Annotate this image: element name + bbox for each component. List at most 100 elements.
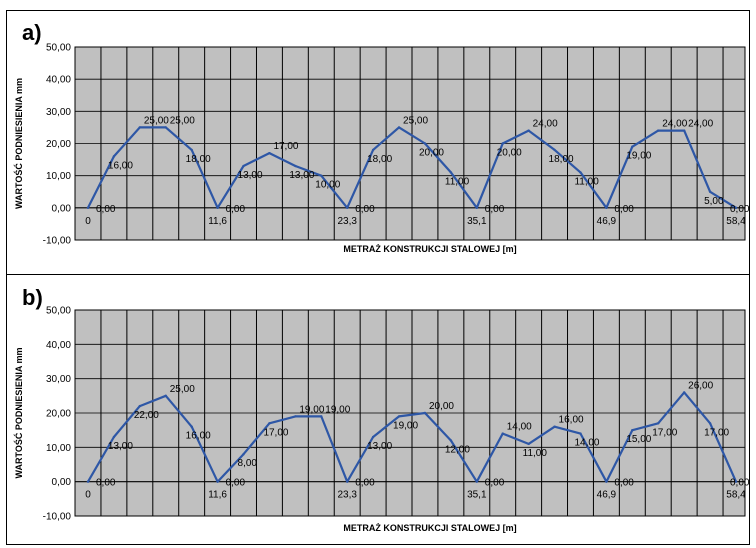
data-label: 25,00: [403, 115, 428, 126]
data-point: [501, 142, 504, 145]
data-label: 14,00: [574, 438, 599, 449]
data-point: [164, 394, 167, 398]
data-point: [86, 480, 90, 483]
data-point: [371, 435, 375, 439]
y-tick-label: 40,00: [46, 75, 71, 86]
data-label: 15,00: [626, 434, 651, 445]
data-point: [190, 148, 193, 152]
data-point: [294, 164, 297, 168]
data-label: 0,00: [730, 478, 750, 489]
data-point: [579, 171, 582, 174]
data-point: [579, 432, 582, 435]
data-label: 16,00: [186, 431, 211, 442]
x-tick-label: 46,9: [597, 216, 617, 227]
data-point: [268, 151, 271, 155]
data-label: 19,00: [325, 404, 350, 415]
panel-b: -10,000,0010,0020,0030,0040,0050,000,001…: [13, 285, 750, 533]
x-tick-label: 23,3: [337, 490, 357, 501]
data-label: 0,00: [96, 204, 116, 215]
panel-b-frame: [6, 274, 750, 545]
data-label: 10,00: [315, 180, 340, 191]
data-label: 17,00: [263, 427, 288, 438]
data-point: [397, 126, 401, 129]
x-axis-label: METRAŻ KONSTRUKCJI STALOWEJ [m]: [343, 523, 516, 533]
data-point: [605, 206, 608, 210]
y-tick-label: 50,00: [46, 306, 71, 317]
data-label: 18,00: [549, 154, 574, 165]
data-label: 11,00: [445, 176, 470, 187]
data-point: [553, 148, 556, 152]
data-point: [553, 425, 556, 428]
data-point: [112, 155, 116, 158]
y-axis-label: WARTOŚĆ PODNIESIENIA mm: [13, 347, 24, 478]
data-point: [734, 206, 738, 210]
data-point: [397, 415, 401, 418]
y-tick-label: 50,00: [46, 43, 71, 54]
data-label: 13,00: [108, 441, 133, 452]
data-point: [657, 422, 660, 425]
y-tick-label: 40,00: [46, 340, 71, 351]
data-label: 11,00: [574, 176, 599, 187]
y-tick-label: 30,00: [46, 374, 71, 385]
data-label: 0,00: [485, 478, 505, 489]
data-label: 24,00: [533, 119, 558, 130]
data-point: [449, 439, 453, 442]
data-point: [320, 415, 323, 418]
data-point: [423, 142, 427, 145]
data-label: 14,00: [507, 422, 532, 433]
data-label: 0,00: [614, 478, 634, 489]
data-point: [682, 129, 686, 132]
y-axis-label: WARTOŚĆ PODNIESIENIA mm: [13, 78, 24, 209]
data-label: 22,00: [134, 410, 159, 421]
data-label: 0,00: [730, 204, 750, 215]
data-label: 17,00: [273, 141, 298, 152]
data-point: [682, 391, 686, 394]
y-tick-label: 30,00: [46, 107, 71, 118]
data-point: [475, 206, 478, 210]
panel-label: a): [22, 20, 42, 45]
data-label: 0,00: [226, 204, 246, 215]
data-point: [112, 435, 116, 439]
data-label: 11,00: [523, 448, 548, 459]
panel-a: -10,00 0,00 10,00 20,00 30,00 40,00 50,00 0,00 1…: [13, 20, 750, 254]
x-tick-label: 11,6: [208, 490, 227, 501]
data-label: 0,00: [96, 478, 116, 489]
data-point: [708, 190, 712, 193]
y-tick-label: -10,00: [43, 236, 72, 247]
x-axis-label: METRAŻ KONSTRUKCJI STALOWEJ [m]: [343, 244, 516, 254]
data-point: [423, 411, 427, 415]
data-point: [475, 480, 478, 483]
data-point: [657, 129, 660, 132]
data-point: [242, 164, 245, 168]
data-label: 17,00: [652, 427, 677, 438]
data-label: 26,00: [688, 380, 713, 391]
data-label: 0,00: [614, 204, 634, 215]
data-point: [320, 174, 323, 177]
data-label: 13,00: [367, 441, 392, 452]
data-point: [527, 129, 530, 132]
data-label: 0,00: [355, 478, 375, 489]
data-label: 0,00: [485, 204, 505, 215]
data-point: [605, 480, 608, 483]
data-label: 5,00: [704, 196, 724, 207]
data-point: [501, 432, 504, 435]
data-label: 16,00: [108, 160, 133, 171]
data-label: 8,00: [238, 458, 258, 469]
data-label: 19,00: [393, 420, 418, 431]
data-point: [138, 404, 142, 408]
y-tick-label: 20,00: [46, 139, 71, 150]
data-point: [631, 145, 634, 148]
data-label: 20,00: [429, 401, 454, 412]
data-label: 17,00: [704, 427, 729, 438]
data-point: [734, 480, 738, 483]
data-point: [242, 453, 245, 456]
data-label: 19,00: [299, 404, 324, 415]
data-label: 24,00: [688, 119, 713, 130]
x-tick-label: 35,1: [467, 216, 487, 227]
x-tick-label: 46,9: [597, 490, 617, 501]
data-label: 0,00: [355, 204, 375, 215]
series-line: [86, 391, 738, 483]
data-point: [216, 206, 219, 210]
data-label: 13,00: [238, 170, 263, 181]
